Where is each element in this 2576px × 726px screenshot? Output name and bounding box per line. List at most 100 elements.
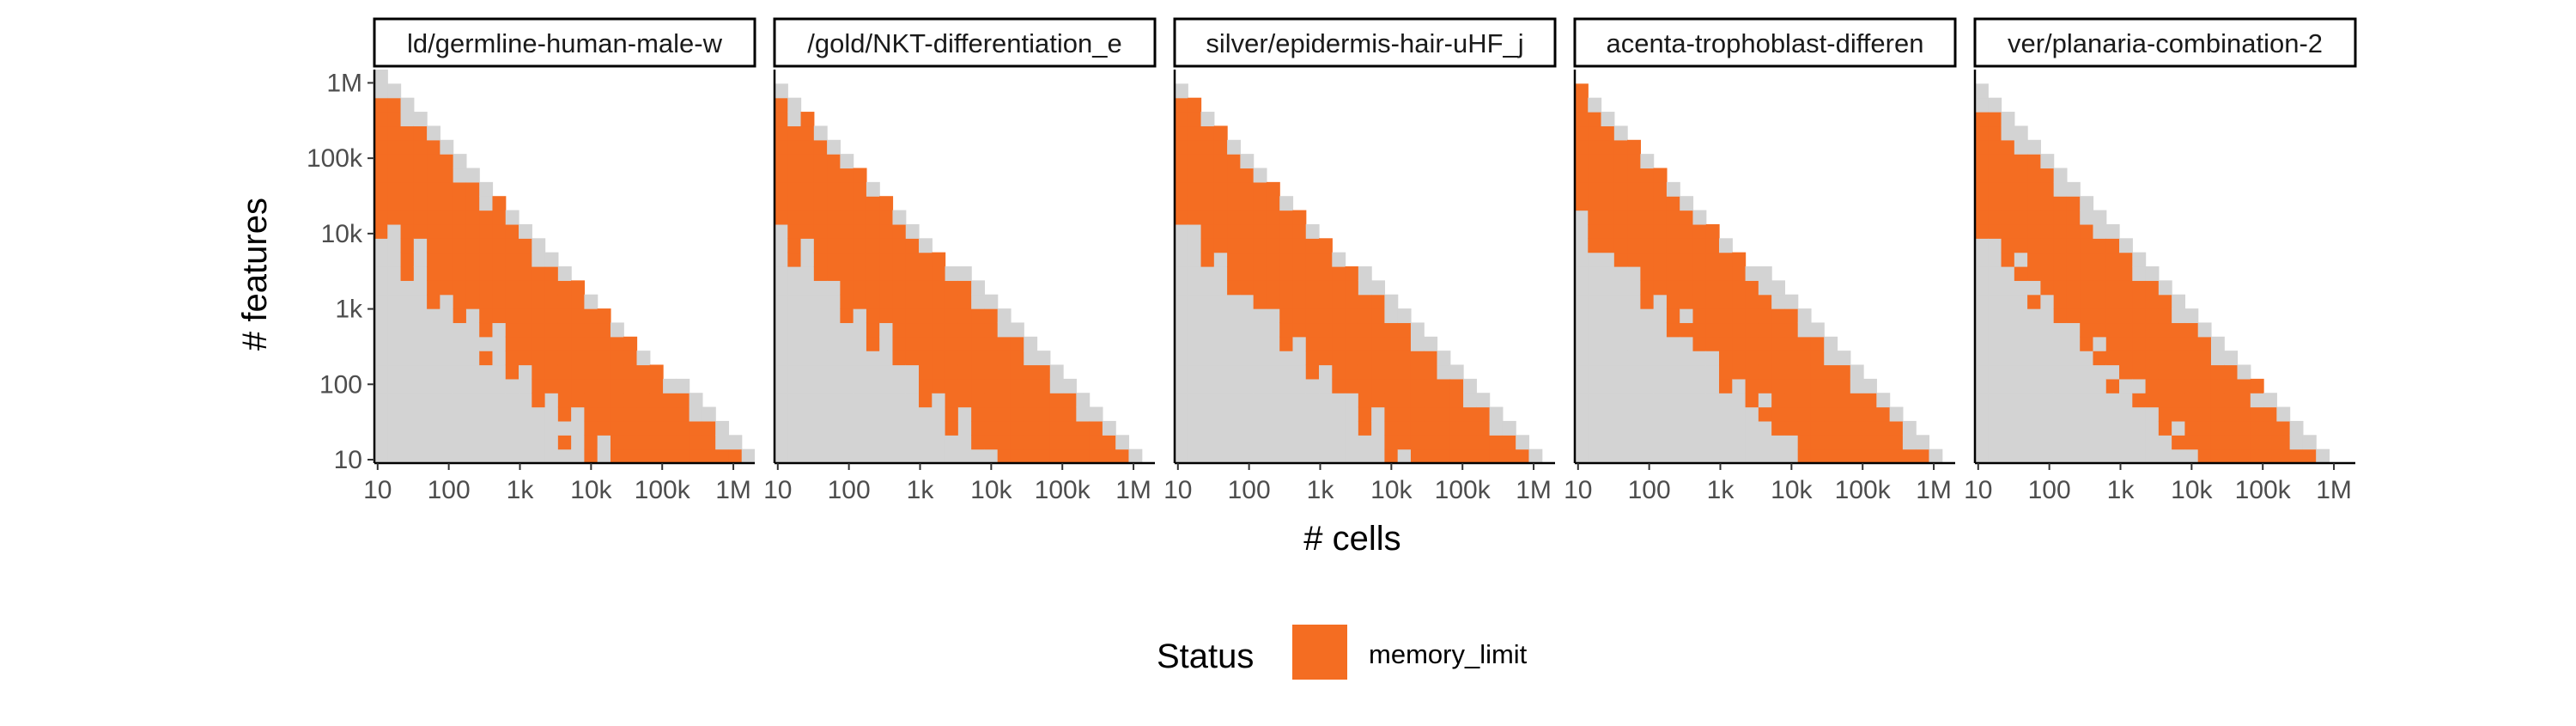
tile <box>2105 435 2120 450</box>
tile <box>1680 336 1694 351</box>
tile <box>1292 351 1307 366</box>
tile <box>2027 139 2041 155</box>
tile <box>853 435 867 450</box>
tile-memory-limit <box>1410 406 1425 422</box>
tile-memory-limit <box>1692 336 1707 351</box>
tile-memory-limit <box>1266 196 1280 211</box>
tile-memory-limit <box>2093 322 2107 338</box>
tile-memory-limit <box>2027 294 2041 309</box>
tile-memory-limit <box>2237 393 2251 408</box>
tile <box>519 420 532 436</box>
tile <box>1049 378 1064 394</box>
tile <box>1613 125 1628 141</box>
tile <box>800 252 815 267</box>
tile-memory-limit <box>400 223 415 239</box>
tile-memory-limit <box>932 280 946 296</box>
tile <box>1975 435 1989 450</box>
tile <box>775 378 788 394</box>
tile <box>400 322 415 338</box>
x-tick-label: 100k <box>2235 476 2292 504</box>
tile-memory-limit <box>1463 406 1477 422</box>
tile-memory-limit <box>571 336 586 351</box>
tile-memory-limit <box>1240 196 1255 211</box>
tile-memory-limit <box>1489 448 1504 463</box>
tile <box>374 70 388 84</box>
tile-memory-limit <box>2237 420 2251 436</box>
tile <box>853 336 867 351</box>
tile <box>2119 393 2133 408</box>
tile-memory-limit <box>1227 252 1241 267</box>
tile-memory-limit <box>1024 378 1038 394</box>
tile <box>1253 364 1267 380</box>
tile-memory-limit <box>2040 210 2055 225</box>
tile <box>1213 448 1228 463</box>
tile <box>1200 308 1215 324</box>
tile <box>1175 83 1188 99</box>
tile-memory-limit <box>997 393 1012 408</box>
tile <box>2014 125 2028 141</box>
tile <box>879 448 894 463</box>
tile-memory-limit <box>636 378 651 394</box>
tile <box>2014 393 2028 408</box>
tile <box>492 378 507 394</box>
tile-memory-limit <box>1771 378 1786 394</box>
tile <box>1175 223 1188 239</box>
tile <box>1397 448 1412 463</box>
tile <box>1253 168 1267 183</box>
tile-memory-limit <box>1188 112 1202 127</box>
tile <box>1588 435 1602 450</box>
tile <box>2001 336 2015 351</box>
tile <box>1988 406 2002 422</box>
tile <box>557 448 572 463</box>
tile <box>1305 223 1320 239</box>
tile-memory-limit <box>1279 322 1294 338</box>
tile <box>1653 406 1668 422</box>
tile <box>1253 393 1267 408</box>
tile <box>905 435 920 450</box>
tile-memory-limit <box>2224 378 2239 394</box>
tile-memory-limit <box>400 238 415 253</box>
tile-memory-limit <box>971 378 986 394</box>
tile <box>1213 266 1228 281</box>
tile-memory-limit <box>1227 266 1241 281</box>
tile <box>2158 435 2172 450</box>
tile-memory-limit <box>557 435 572 450</box>
tile-memory-limit <box>997 420 1012 436</box>
tile-memory-limit <box>1653 266 1668 281</box>
tile <box>971 448 986 463</box>
tile <box>400 308 415 324</box>
tile <box>2053 406 2068 422</box>
tile-memory-limit <box>2119 322 2133 338</box>
tile-memory-limit <box>787 125 802 141</box>
tile-memory-limit <box>544 280 559 296</box>
tile-memory-limit <box>1810 378 1825 394</box>
tile <box>1175 420 1188 436</box>
tile-memory-limit <box>892 252 907 267</box>
tile <box>2080 393 2094 408</box>
tile-memory-limit <box>374 125 388 141</box>
tile-memory-limit <box>1489 435 1504 450</box>
tile <box>1175 351 1188 366</box>
tile-memory-limit <box>2172 406 2186 422</box>
tile <box>1319 406 1333 422</box>
tile-memory-limit <box>957 308 972 324</box>
tile <box>1627 294 1641 309</box>
tile-memory-limit <box>584 393 598 408</box>
tile-memory-limit <box>715 448 730 463</box>
tile-memory-limit <box>465 266 480 281</box>
tile-memory-limit <box>544 336 559 351</box>
tile-memory-limit <box>532 266 546 281</box>
tile-memory-limit <box>1384 322 1399 338</box>
tile-memory-limit <box>1358 393 1372 408</box>
tile-memory-limit <box>1397 420 1412 436</box>
tile-memory-limit <box>2001 181 2015 197</box>
tile <box>1575 435 1589 450</box>
tile <box>866 351 880 366</box>
tile-memory-limit <box>1588 223 1602 239</box>
tile <box>1384 308 1399 324</box>
tile <box>1640 322 1655 338</box>
tile-memory-limit <box>984 393 999 408</box>
facet-strip-label: /gold/NKT-differentiation_e <box>807 28 1122 58</box>
tile <box>1188 308 1202 324</box>
tile <box>1213 308 1228 324</box>
